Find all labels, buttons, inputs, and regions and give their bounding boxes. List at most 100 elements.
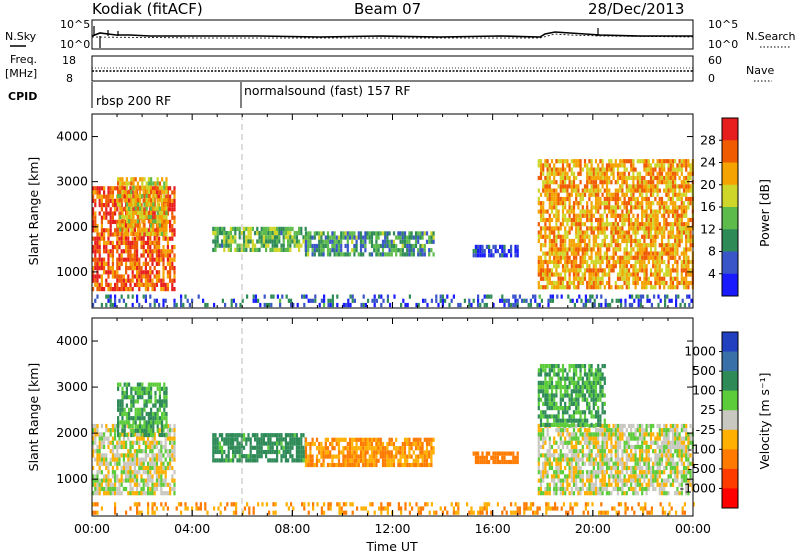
velocity-cell xyxy=(118,444,121,450)
velocity-cell xyxy=(548,440,551,445)
power-cell xyxy=(155,240,158,245)
velocity-cell xyxy=(260,449,263,455)
velocity-cell xyxy=(166,453,169,458)
power-cell xyxy=(604,298,607,303)
power-cell xyxy=(107,190,110,195)
velocity-cell xyxy=(287,449,290,455)
power-cell xyxy=(127,274,130,279)
power-cell xyxy=(608,285,611,290)
power-cell xyxy=(561,188,565,193)
velocity-cell xyxy=(273,433,276,438)
velocity-cell xyxy=(553,478,556,483)
power-cell xyxy=(111,198,114,203)
velocity-cell xyxy=(423,437,426,442)
velocity-cell xyxy=(256,454,259,459)
velocity-cell xyxy=(214,441,217,446)
power-cell xyxy=(147,202,150,207)
power-cell xyxy=(147,236,150,241)
power-cell xyxy=(452,294,455,299)
velocity-cell xyxy=(542,491,545,496)
velocity-cell xyxy=(125,403,128,408)
power-cell xyxy=(614,222,617,227)
power-cell xyxy=(590,192,593,197)
power-cell xyxy=(590,184,593,189)
power-cell xyxy=(619,243,622,248)
power-cell xyxy=(550,196,554,202)
velocity-cell xyxy=(127,461,130,466)
power-cell xyxy=(630,243,633,248)
velocity-cell xyxy=(269,449,272,455)
velocity-cell xyxy=(153,440,156,445)
power-cell xyxy=(364,239,367,244)
power-cell xyxy=(649,175,653,181)
power-cell xyxy=(414,243,418,249)
power-cell xyxy=(120,249,123,254)
power-cell xyxy=(344,252,347,257)
power-cell xyxy=(291,226,294,231)
velocity-cell xyxy=(386,450,389,455)
velocity-cell xyxy=(245,458,248,463)
velocity-cell xyxy=(503,459,506,465)
velocity-cell xyxy=(103,478,106,483)
velocity-cell xyxy=(329,441,332,447)
power-cell xyxy=(171,245,174,250)
power-cell xyxy=(656,217,659,223)
power-cell xyxy=(623,171,626,176)
velocity-cell xyxy=(388,437,391,442)
velocity-cell xyxy=(134,411,137,417)
power-cell xyxy=(572,285,576,290)
velocity-cell xyxy=(162,444,165,450)
velocity-cell xyxy=(417,458,420,463)
power-cell xyxy=(564,196,567,202)
power-cell xyxy=(597,268,600,273)
power-cell xyxy=(125,249,128,254)
power-cell xyxy=(597,209,600,214)
power-cell xyxy=(577,171,580,176)
power-cell xyxy=(111,203,114,208)
power-cell xyxy=(601,222,604,227)
power-cell xyxy=(542,171,545,176)
power-cell xyxy=(588,276,591,281)
power-cell xyxy=(232,239,235,244)
velocity-cell xyxy=(140,461,143,466)
power-cell xyxy=(603,180,606,185)
power-cell xyxy=(570,247,573,252)
velocity-cell xyxy=(140,474,143,479)
power-cell xyxy=(182,302,185,308)
power-cell xyxy=(652,180,655,185)
power-cell xyxy=(450,298,453,303)
velocity-cell xyxy=(144,440,147,445)
power-cell xyxy=(572,175,576,181)
power-cell xyxy=(601,255,604,260)
power-cell xyxy=(658,264,661,269)
velocity-cell xyxy=(234,449,237,455)
velocity-cell xyxy=(399,454,402,459)
velocity-cell xyxy=(139,416,142,421)
velocity-cell xyxy=(370,437,374,442)
velocity-cell xyxy=(548,453,551,458)
power-cell xyxy=(603,285,606,290)
velocity-cell xyxy=(160,457,163,462)
velocity-cell xyxy=(514,459,517,465)
velocity-cell xyxy=(353,454,356,459)
power-cell xyxy=(423,231,426,236)
power-cell xyxy=(572,201,576,206)
power-cell xyxy=(162,219,165,224)
power-cell xyxy=(163,206,166,211)
velocity-cell xyxy=(561,482,565,487)
velocity-cell xyxy=(150,395,153,400)
power-cell xyxy=(614,180,617,185)
velocity-cell xyxy=(117,424,120,429)
power-cell xyxy=(610,213,613,218)
velocity-cell xyxy=(153,465,156,471)
velocity-cell xyxy=(114,436,117,441)
power-cell xyxy=(660,251,664,256)
freq-label: Freq. xyxy=(10,53,37,66)
power-cell xyxy=(155,274,158,279)
power-cell xyxy=(678,188,681,193)
power-cell xyxy=(649,184,653,189)
velocity-cell xyxy=(98,453,101,458)
velocity-cell xyxy=(149,470,152,475)
velocity-cell xyxy=(423,458,426,463)
power-cell xyxy=(570,259,573,265)
